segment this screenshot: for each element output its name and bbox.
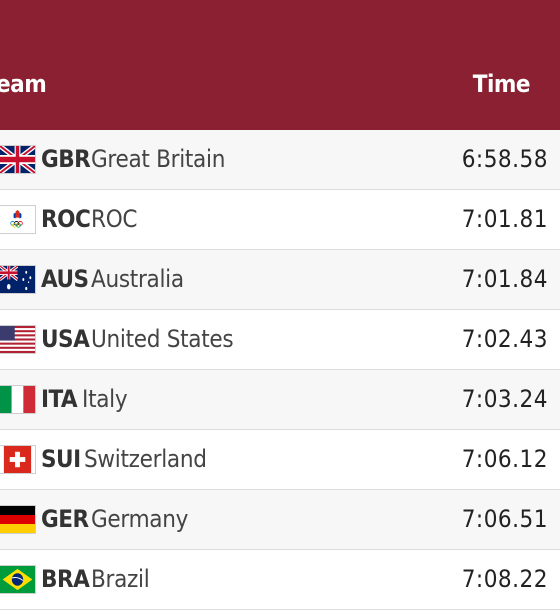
country-name: Switzerland <box>84 445 207 473</box>
country-name: Great Britain <box>91 145 226 173</box>
table-header: eam Time <box>0 0 560 130</box>
result-time: 7:03.24 <box>461 385 548 413</box>
country-code: GBR <box>41 145 91 173</box>
result-time: 7:06.51 <box>461 505 548 533</box>
table-row[interactable]: USA United States 7:02.43 <box>0 310 560 370</box>
flag-bra-icon <box>0 565 36 594</box>
country-name: United States <box>91 325 234 353</box>
country-code: AUS <box>41 265 89 293</box>
flag-roc-icon <box>0 205 36 234</box>
country-name: Australia <box>91 265 184 293</box>
team-column-header[interactable]: eam <box>0 70 47 98</box>
table-row[interactable]: SUI Switzerland 7:06.12 <box>0 430 560 490</box>
result-time: 6:58.58 <box>461 145 548 173</box>
country-name: ROC <box>91 205 138 233</box>
flag-ger-icon <box>0 505 36 534</box>
flag-usa-icon <box>0 325 36 354</box>
table-row[interactable]: ROC ROC 7:01.81 <box>0 190 560 250</box>
result-time: 7:01.81 <box>461 205 548 233</box>
result-time: 7:06.12 <box>461 445 548 473</box>
table-row[interactable]: BRA Brazil 7:08.22 <box>0 550 560 610</box>
country-name: Italy <box>82 385 128 413</box>
country-code: SUI <box>41 445 81 473</box>
country-code: GER <box>41 505 89 533</box>
table-row[interactable]: ITA Italy 7:03.24 <box>0 370 560 430</box>
country-name: Germany <box>91 505 189 533</box>
table-row[interactable]: GER Germany 7:06.51 <box>0 490 560 550</box>
country-name: Brazil <box>91 565 150 593</box>
table-row[interactable]: GBR Great Britain 6:58.58 <box>0 130 560 190</box>
country-code: USA <box>41 325 90 353</box>
country-code: ITA <box>41 385 78 413</box>
flag-sui-icon <box>0 445 36 474</box>
flag-ita-icon <box>0 385 36 414</box>
result-time: 7:01.84 <box>461 265 548 293</box>
country-code: ROC <box>41 205 91 233</box>
table-row[interactable]: AUS Australia 7:01.84 <box>0 250 560 310</box>
table-body: GBR Great Britain 6:58.58 ROC <box>0 130 560 610</box>
result-time: 7:02.43 <box>461 325 548 353</box>
country-code: BRA <box>41 565 90 593</box>
result-time: 7:08.22 <box>461 565 548 593</box>
flag-gbr-icon <box>0 145 36 174</box>
flag-aus-icon <box>0 265 36 294</box>
time-column-header[interactable]: Time <box>472 70 531 98</box>
